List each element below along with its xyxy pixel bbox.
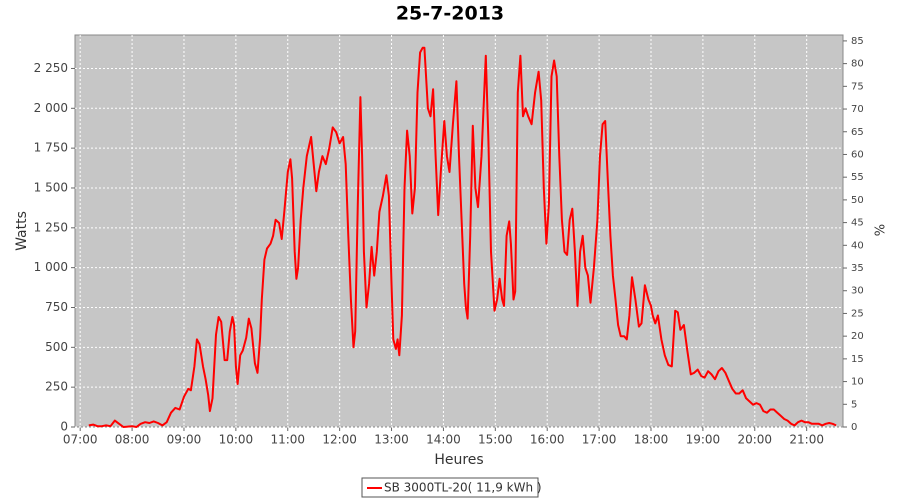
x-tick-label: 12:00 <box>322 433 357 447</box>
y-tick-label: 250 <box>45 380 68 394</box>
x-tick-label: 13:00 <box>374 433 409 447</box>
y2-tick-label: 35 <box>851 263 864 274</box>
y2-tick-label: 55 <box>851 172 864 183</box>
series-line <box>88 46 837 428</box>
x-tick-label: 09:00 <box>167 433 202 447</box>
y2-tick-label: 10 <box>851 377 864 388</box>
y2-tick-label: 45 <box>851 218 864 229</box>
x-tick-label: 21:00 <box>789 433 824 447</box>
y2-tick-label: 15 <box>851 354 864 365</box>
y2-tick-label: 25 <box>851 308 864 319</box>
y2-tick-label: 75 <box>851 81 864 92</box>
x-tick-label: 15:00 <box>478 433 513 447</box>
y2-tick-label: 5 <box>851 399 857 410</box>
y-tick-label: 2 250 <box>34 61 68 75</box>
y-tick-label: 1 250 <box>34 220 68 234</box>
y2-tick-label: 20 <box>851 331 864 342</box>
y2-tick-label: 80 <box>851 59 864 70</box>
chart-title: 25-7-2013 <box>396 3 504 25</box>
x-tick-label: 19:00 <box>686 433 721 447</box>
y2-axis-label: % <box>874 224 889 236</box>
y2-tick-label: 65 <box>851 127 864 138</box>
y-tick-label: 500 <box>45 340 68 354</box>
y-axis-label: Watts <box>14 211 30 251</box>
x-tick-label: 08:00 <box>115 433 150 447</box>
x-tick-label: 20:00 <box>737 433 772 447</box>
x-tick-label: 11:00 <box>270 433 305 447</box>
y2-tick-label: 50 <box>851 195 864 206</box>
y-tick-label: 1 750 <box>34 141 68 155</box>
y-tick-label: 1 000 <box>34 260 68 274</box>
x-tick-label: 10:00 <box>219 433 254 447</box>
y-tick-label: 2 000 <box>34 101 68 115</box>
x-tick-label: 14:00 <box>426 433 461 447</box>
y2-tick-label: 85 <box>851 36 864 47</box>
x-tick-label: 16:00 <box>530 433 565 447</box>
y-tick-label: 750 <box>45 300 68 314</box>
x-axis-label: Heures <box>434 452 483 468</box>
y2-tick-label: 70 <box>851 104 864 115</box>
legend-label: SB 3000TL-20( 11,9 kWh ) <box>384 481 542 495</box>
y2-tick-label: 0 <box>851 422 857 433</box>
plot-area <box>74 34 844 428</box>
x-tick-label: 18:00 <box>634 433 669 447</box>
legend: SB 3000TL-20( 11,9 kWh ) <box>361 477 542 498</box>
x-tick-label: 07:00 <box>63 433 98 447</box>
y-tick-label: 1 500 <box>34 180 68 194</box>
x-tick-label: 17:00 <box>582 433 617 447</box>
legend-box <box>361 477 539 498</box>
y-tick-label: 0 <box>60 420 68 434</box>
y2-tick-label: 30 <box>851 286 864 297</box>
y2-tick-label: 40 <box>851 240 864 251</box>
y2-tick-label: 60 <box>851 149 864 160</box>
